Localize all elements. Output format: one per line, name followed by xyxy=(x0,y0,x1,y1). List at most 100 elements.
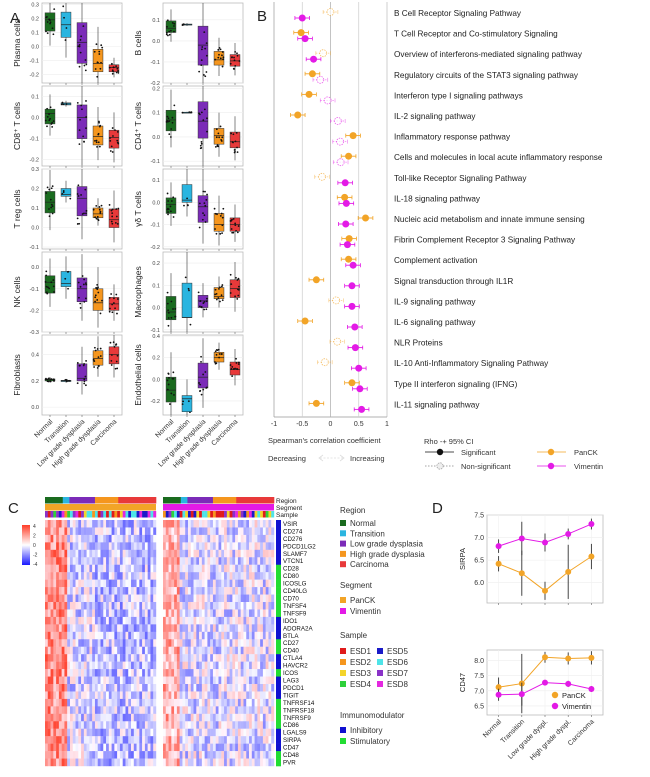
heatmap-cell xyxy=(83,534,87,543)
heatmap-cell xyxy=(210,587,214,595)
heatmap-cell xyxy=(182,698,186,707)
gene-label: TNFRSF9 xyxy=(283,715,311,722)
heatmap-cell xyxy=(215,706,219,715)
heatmap-cell xyxy=(133,736,137,744)
data-point xyxy=(111,151,114,153)
pathway-row: Signal transduction through IL1R xyxy=(308,276,513,290)
heatmap-cell xyxy=(61,751,65,759)
heatmap-cell xyxy=(229,594,233,603)
heatmap-cell xyxy=(69,639,73,647)
region-legend-swatch xyxy=(340,550,346,557)
heatmap-cell xyxy=(114,654,118,662)
y-tick-label: 0.0 xyxy=(31,405,39,411)
sample-annotation xyxy=(201,511,205,518)
heatmap-cell xyxy=(196,743,200,752)
heatmap-cell xyxy=(58,549,62,558)
heatmap-cell xyxy=(165,669,169,677)
data-point xyxy=(229,273,232,276)
heatmap-cell xyxy=(89,594,93,603)
heatmap-cell xyxy=(75,564,79,573)
heatmap-cell xyxy=(240,691,244,700)
heatmap-cell xyxy=(193,639,197,647)
heatmap-cell xyxy=(199,654,203,662)
heatmap-cell xyxy=(108,587,112,595)
heatmap-cell xyxy=(69,698,73,707)
heatmap-cell xyxy=(176,743,180,752)
panel-a-label: A xyxy=(10,10,21,27)
heatmap-cell xyxy=(78,624,82,633)
heatmap-cell xyxy=(232,669,236,677)
data-point xyxy=(65,380,68,383)
heatmap-cell xyxy=(168,542,172,551)
heatmap-cell xyxy=(81,721,85,729)
vim-point xyxy=(336,158,345,167)
heatmap-cell xyxy=(86,579,90,588)
heatmap-cell xyxy=(235,594,239,603)
heatmap-cell xyxy=(81,624,85,633)
heatmap-cell xyxy=(171,706,175,715)
heatmap-cell xyxy=(207,758,211,767)
heatmap-cell xyxy=(119,676,123,685)
data-point xyxy=(173,30,175,33)
heatmap-cell xyxy=(254,706,258,715)
heatmap-cell xyxy=(237,602,241,610)
heatmap-cell xyxy=(122,631,126,640)
heatmap-cell xyxy=(243,572,247,580)
heatmap-cell xyxy=(240,542,244,551)
heatmap-cell xyxy=(171,520,175,528)
heatmap-cell xyxy=(176,572,180,580)
heatmap-cell xyxy=(257,534,261,543)
y-tick-label: -0.2 xyxy=(30,73,39,79)
heatmap-cell xyxy=(204,639,208,647)
heatmap-cell xyxy=(139,698,143,707)
heatmap-cell xyxy=(271,713,275,722)
heatmap-cell xyxy=(201,713,205,722)
heatmap-cell xyxy=(69,691,73,700)
data-point xyxy=(167,383,170,386)
heatmap-cell xyxy=(165,602,169,610)
heatmap-cell xyxy=(103,661,107,670)
data-point xyxy=(99,124,102,127)
heatmap-cell xyxy=(229,743,233,752)
heatmap-cell xyxy=(243,654,247,662)
vim-point xyxy=(356,385,364,393)
data-point xyxy=(174,315,177,318)
heatmap-cell xyxy=(232,743,236,752)
heatmap-cell xyxy=(122,698,126,707)
heatmap-cell xyxy=(86,736,90,744)
heatmap-cell xyxy=(179,520,183,528)
heatmap-cell xyxy=(165,616,169,625)
heatmap-cell xyxy=(182,587,186,595)
heatmap-cell xyxy=(268,542,272,551)
heatmap-cell xyxy=(92,594,96,603)
heatmap-cell xyxy=(81,728,85,737)
data-point xyxy=(220,139,223,141)
heatmap-cell xyxy=(201,684,205,692)
heatmap-cell xyxy=(150,713,154,722)
heatmap-cell xyxy=(257,572,261,580)
heatmap-cell xyxy=(86,624,90,633)
heatmap-cell xyxy=(89,713,93,722)
heatmap-cell xyxy=(122,743,126,752)
data-point xyxy=(94,300,96,303)
heatmap-cell xyxy=(45,713,48,722)
boxplot-t-reg-cells: -0.10.00.10.20.3T reg cells xyxy=(12,167,123,251)
heatmap-cell xyxy=(56,572,60,580)
heatmap-cell xyxy=(212,609,216,618)
box-high-grade-dysplasia xyxy=(213,213,225,232)
heatmap-cell xyxy=(144,654,148,662)
heatmap-cell xyxy=(254,624,258,633)
heatmap-cell xyxy=(97,542,101,551)
heatmap-cell xyxy=(100,549,104,558)
heatmap-cell xyxy=(165,564,169,573)
heatmap-cell xyxy=(128,698,132,707)
heatmap-cell xyxy=(103,728,107,737)
heatmap-cell xyxy=(257,713,261,722)
heatmap-cell xyxy=(61,736,65,744)
data-point xyxy=(214,58,217,61)
heatmap-cell xyxy=(131,609,134,618)
data-point xyxy=(218,356,221,359)
data-point xyxy=(82,283,85,286)
heatmap-cell xyxy=(235,736,239,744)
heatmap-cell xyxy=(271,587,275,595)
